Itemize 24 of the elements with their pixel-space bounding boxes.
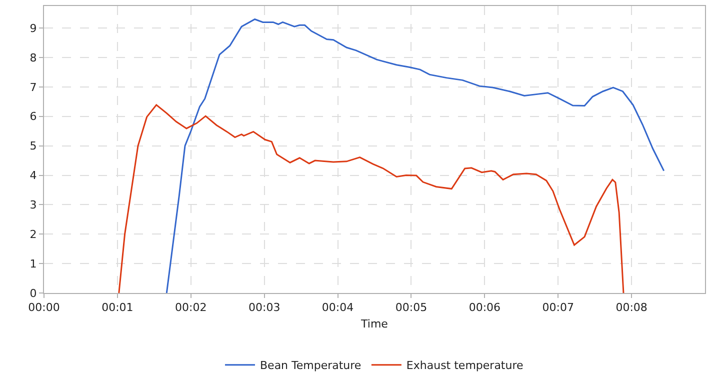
y-tick-label: 1	[30, 257, 37, 270]
x-tick-label: 00:08	[616, 301, 648, 314]
line-series	[166, 18, 665, 293]
x-tick-label: 00:03	[248, 301, 280, 314]
y-tick-label: 0	[30, 286, 37, 300]
x-axis-title: Time	[360, 317, 388, 330]
legend-label: Bean Temperature	[260, 359, 362, 372]
x-tick-label: 00:05	[395, 301, 428, 314]
x-tick-label: 00:04	[322, 301, 354, 314]
x-tick-label: 00:01	[102, 301, 134, 314]
y-tick-label: 5	[30, 140, 37, 153]
x-tick-label: 00:00	[28, 301, 60, 314]
y-tick-label: 6	[30, 110, 37, 124]
y-tick-label: 8	[30, 51, 37, 64]
x-tick-label: 00:02	[175, 301, 207, 314]
y-tick-label: 9	[30, 22, 37, 35]
y-tick-label: 4	[30, 169, 37, 182]
y-tick-label: 7	[30, 80, 37, 94]
legend-label: Exhaust temperature	[406, 359, 524, 372]
y-tick-label: 2	[30, 228, 37, 241]
y-tick-label: 3	[30, 198, 37, 212]
x-tick-label: 00:07	[542, 301, 574, 314]
line-series	[118, 104, 624, 293]
x-tick-label: 00:06	[468, 301, 501, 314]
